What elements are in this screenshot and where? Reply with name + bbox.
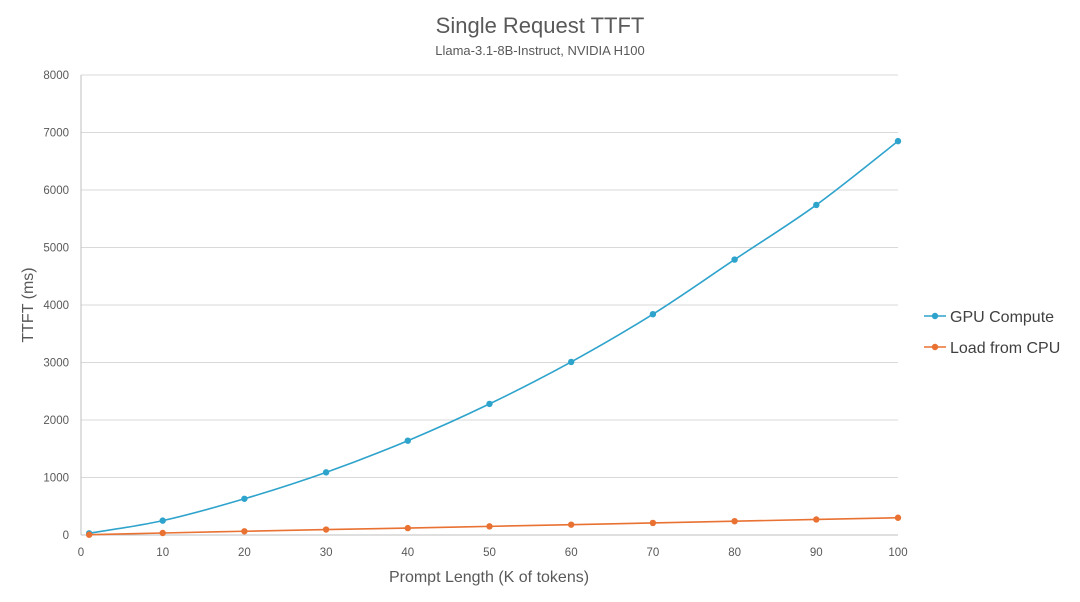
y-tick-label: 0 [63,530,69,542]
data-point-gpu-compute [322,469,330,476]
x-tick-label: 20 [238,547,251,559]
data-point-gpu-compute [813,201,820,209]
data-point-load-from-cpu [894,514,902,521]
y-tick-label: 2000 [43,415,69,427]
legend-marker-gpu-compute [931,312,939,320]
grid-lines [81,74,898,478]
y-tick-label: 1000 [43,473,69,485]
data-point-gpu-compute [649,311,657,318]
y-tick-label: 4000 [43,300,69,312]
legend-label-load-from-cpu: Load from CPU [950,340,1060,357]
data-point-gpu-compute [486,400,493,408]
x-tick-label: 50 [483,547,496,559]
y-tick-label: 8000 [43,70,69,82]
x-tick-label: 10 [156,547,169,559]
x-tick-label: 100 [888,547,907,559]
x-axis-label: Prompt Length (K of tokens) [389,569,589,586]
legend-label-gpu-compute: GPU Compute [950,309,1054,326]
chart-subtitle: Llama-3.1-8B-Instruct, NVIDIA H100 [435,43,645,58]
axes [80,75,898,536]
data-point-load-from-cpu [404,524,411,532]
x-tick-label: 70 [647,547,660,559]
series [85,137,902,538]
data-point-gpu-compute [894,137,902,145]
data-point-load-from-cpu [159,529,166,537]
x-tick-labels: 0 10 20 30 40 50 60 70 80 90 100 [78,547,908,559]
y-tick-label: 3000 [43,358,69,370]
x-tick-label: 60 [565,547,578,559]
series-line-load-from-cpu [89,516,899,536]
data-point-gpu-compute [241,495,248,502]
data-point-gpu-compute [404,437,411,444]
y-tick-label: 6000 [43,185,69,197]
data-point-load-from-cpu [486,523,493,530]
data-point-load-from-cpu [649,519,657,527]
y-tick-label: 7000 [43,128,69,140]
data-point-gpu-compute [731,256,738,263]
series-line-gpu-compute [89,140,899,535]
y-tick-label: 5000 [43,243,69,255]
chart-title: Single Request TTFT [436,13,645,38]
y-tick-labels: 0 1000 2000 3000 4000 5000 6000 7000 8000 [43,70,69,542]
x-tick-label: 0 [78,547,84,559]
data-point-gpu-compute [568,358,575,366]
data-point-load-from-cpu [731,518,738,525]
data-point-load-from-cpu [241,528,248,535]
legend-marker-load-from-cpu [931,343,939,351]
data-point-load-from-cpu [85,531,93,538]
data-point-load-from-cpu [813,516,820,523]
data-point-gpu-compute [159,517,166,524]
x-tick-label: 30 [320,547,333,559]
x-tick-label: 80 [728,547,741,559]
x-tick-label: 90 [810,547,823,559]
legend: GPU Compute Load from CPU [924,309,1060,357]
data-point-load-from-cpu [322,526,330,533]
y-axis-label: TTFT (ms) [20,267,37,342]
x-tick-label: 40 [401,547,414,559]
data-point-load-from-cpu [568,521,575,528]
